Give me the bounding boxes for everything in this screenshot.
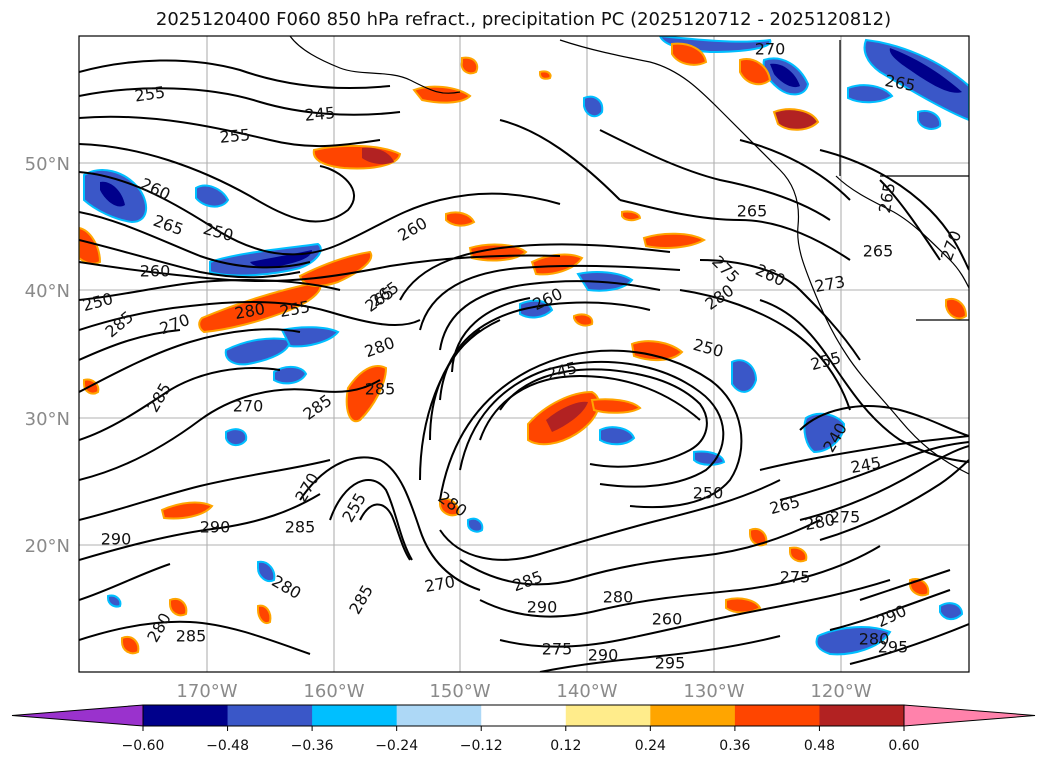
lon-label-150w: 150°W xyxy=(429,681,490,702)
lon-label-120w: 120°W xyxy=(810,681,871,702)
contour-label: 285 xyxy=(176,627,207,646)
contour-label: 270 xyxy=(233,397,264,416)
colorbar-tick-label: 0.12 xyxy=(550,738,581,754)
colorbar-tick-label: 0.48 xyxy=(804,738,835,754)
graticule xyxy=(79,36,969,672)
contour-label: 255 xyxy=(133,82,166,105)
colorbar-segment xyxy=(312,705,398,726)
colorbar-segment xyxy=(396,705,482,726)
contour-label: 255 xyxy=(219,125,251,147)
colorbar-extend-low xyxy=(11,704,144,727)
refractivity-contours xyxy=(79,59,969,672)
contour-label: 290 xyxy=(527,598,558,617)
colorbar-segment xyxy=(481,705,567,726)
map-title: 2025120400 F060 850 hPa refract., precip… xyxy=(155,9,892,30)
colorbar-tick-label: 0.36 xyxy=(719,738,750,754)
colorbar-tick-label: −0.12 xyxy=(460,738,503,754)
lat-label-20: 20°N xyxy=(25,536,70,557)
colorbar-tick-label: −0.48 xyxy=(206,738,249,754)
contour-label: 285 xyxy=(365,380,396,399)
lon-label-140w: 140°W xyxy=(556,681,617,702)
colorbar-segment xyxy=(819,705,905,726)
contour-label: 275 xyxy=(780,568,811,587)
colorbar-segment xyxy=(650,705,736,726)
colorbar-tick-label: −0.36 xyxy=(291,738,334,754)
lat-label-30: 30°N xyxy=(25,409,70,430)
contour-label: 290 xyxy=(101,530,132,549)
contour-label: 245 xyxy=(304,103,336,125)
contour-label: 285 xyxy=(285,518,316,537)
colorbar-tick-label: −0.24 xyxy=(375,738,418,754)
contour-label: 280 xyxy=(859,630,890,649)
colorbar-extend-high xyxy=(903,704,1036,727)
colorbar-ticks: −0.60 −0.48 −0.36 −0.24 −0.12 0.12 0.24 0.36 0.4… xyxy=(122,726,920,754)
latitude-labels: 50°N 40°N 30°N 20°N xyxy=(25,154,70,557)
colorbar xyxy=(11,704,1036,727)
longitude-labels: 170°W 160°W 150°W 140°W 130°W 120°W xyxy=(176,681,871,702)
precip-shading xyxy=(79,36,969,656)
lon-label-130w: 130°W xyxy=(683,681,744,702)
contour-label: 295 xyxy=(655,654,686,673)
lat-label-50: 50°N xyxy=(25,154,70,175)
colorbar-tick-label: 0.24 xyxy=(635,738,666,754)
contour-label: 290 xyxy=(588,646,619,665)
map-frame xyxy=(78,35,970,673)
lon-label-160w: 160°W xyxy=(303,681,364,702)
lat-label-40: 40°N xyxy=(25,281,70,302)
lon-label-170w: 170°W xyxy=(176,681,237,702)
colorbar-segment xyxy=(227,705,313,726)
contour-label: 260 xyxy=(140,262,171,281)
contour-label: 290 xyxy=(200,518,231,537)
contour-label: 265 xyxy=(737,202,768,221)
colorbar-tick-label: 0.60 xyxy=(888,738,919,754)
contour-label: 270 xyxy=(755,40,786,59)
contour-label: 250 xyxy=(693,484,724,503)
colorbar-segment xyxy=(565,705,651,726)
contour-label: 295 xyxy=(878,638,909,657)
colorbar-tick-label: −0.60 xyxy=(122,738,165,754)
contour-label: 275 xyxy=(542,640,573,659)
contour-label: 265 xyxy=(863,242,894,261)
colorbar-segment xyxy=(143,705,229,726)
contour-label: 275 xyxy=(830,508,861,527)
coastlines xyxy=(289,36,969,475)
colorbar-segment xyxy=(734,705,820,726)
contour-label: 260 xyxy=(652,610,683,629)
colorbar-border xyxy=(142,704,905,727)
contour-label: 280 xyxy=(603,588,634,607)
